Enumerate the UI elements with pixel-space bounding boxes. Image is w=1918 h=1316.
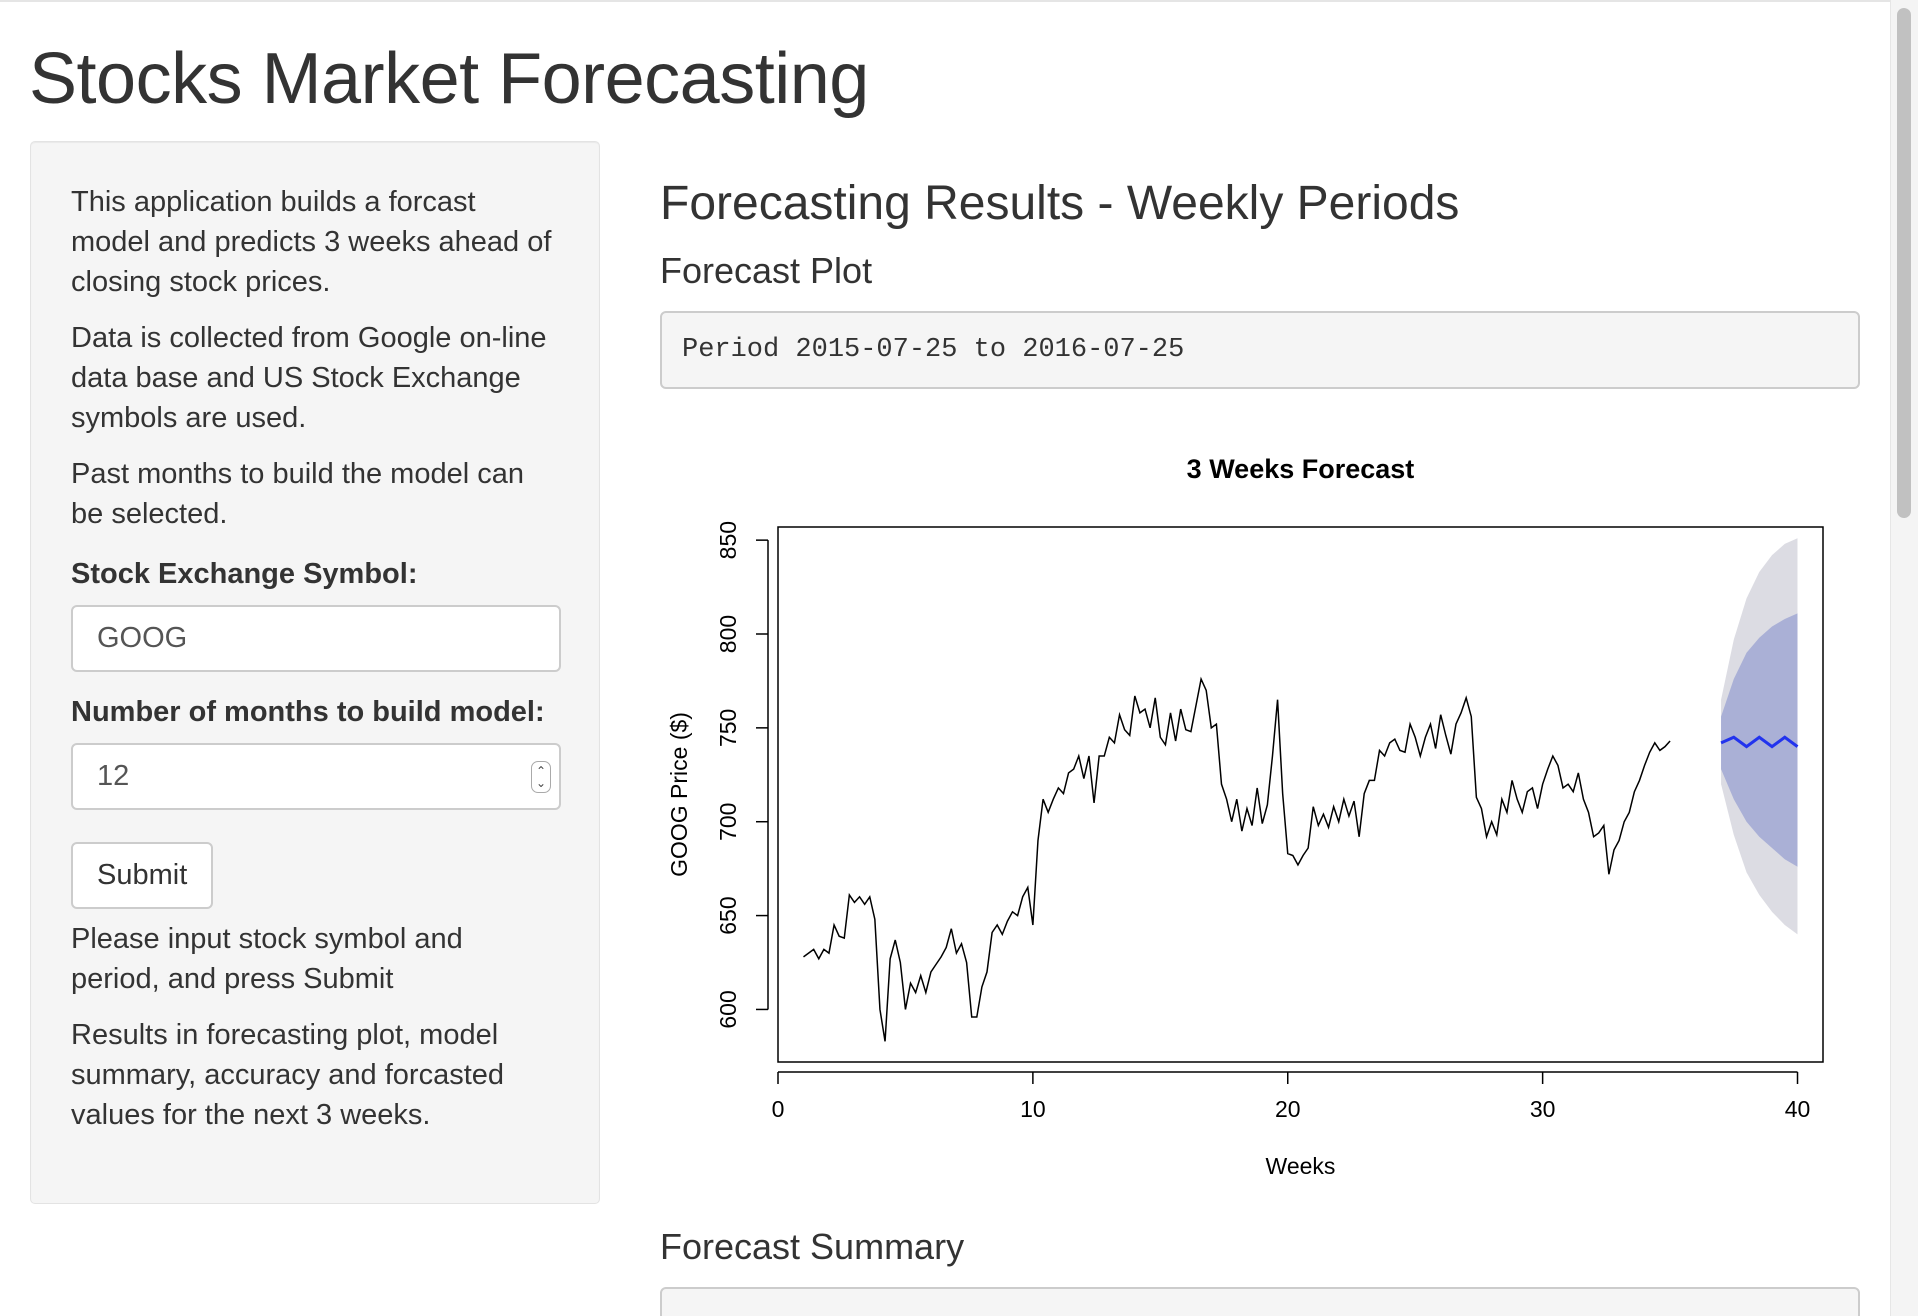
chart-title: 3 Weeks Forecast [1187, 454, 1415, 484]
results-description: Results in forecasting plot, model summa… [71, 1019, 505, 1131]
sidebar-panel: This application builds a forcast model … [30, 141, 600, 1204]
x-tick-label: 30 [1530, 1096, 1556, 1122]
y-tick-label: 650 [715, 896, 741, 934]
y-tick-label: 850 [715, 521, 741, 559]
months-stepper: ⌃ ⌄ [71, 743, 561, 810]
y-axis-title: GOOG Price ($) [666, 712, 692, 877]
top-divider [0, 0, 1918, 2]
page-title: Stocks Market Forecasting [29, 39, 869, 119]
interval-80-band [1721, 613, 1798, 867]
x-tick-label: 0 [772, 1096, 785, 1122]
plot-heading: Forecast Plot [660, 250, 873, 291]
y-tick-label: 600 [715, 990, 741, 1028]
scroll-thumb[interactable] [1897, 8, 1911, 518]
x-tick-label: 20 [1275, 1096, 1301, 1122]
x-tick-label: 10 [1020, 1096, 1046, 1122]
months-label: Number of months to build model: [71, 696, 545, 728]
x-tick-label: 40 [1785, 1096, 1811, 1122]
status-text: Please input stock symbol and period, an… [71, 923, 463, 995]
plot-frame [777, 526, 1824, 1063]
summary-heading: Forecast Summary [660, 1226, 965, 1267]
forecast-chart: 3 Weeks Forecast 0 10 20 30 40 Weeks 600 650 700 7… [666, 454, 1824, 1179]
intro-paragraph: This application builds a forcast model … [71, 186, 552, 298]
symbol-label: Stock Exchange Symbol: [71, 558, 418, 590]
months-info-paragraph: Past months to build the model can be se… [71, 458, 524, 530]
chevron-up-icon[interactable]: ⌃ [535, 764, 547, 778]
months-input[interactable] [71, 743, 561, 810]
period-output: Period 2015-07-25 to 2016-07-25 [660, 311, 1860, 389]
summary-output [660, 1287, 1860, 1316]
chevron-down-icon[interactable]: ⌄ [535, 776, 547, 790]
y-tick-label: 750 [715, 709, 741, 747]
submit-button[interactable]: Submit [71, 842, 214, 909]
x-axis-title: Weeks [1266, 1153, 1336, 1179]
symbol-input[interactable] [71, 605, 561, 672]
results-title: Forecasting Results - Weekly Periods [660, 177, 1460, 230]
forecast-line [1720, 735, 1799, 749]
data-source-paragraph: Data is collected from Google on-line da… [71, 322, 547, 434]
y-tick-label: 800 [715, 615, 741, 653]
vertical-scrollbar[interactable] [1890, 0, 1918, 1316]
stepper-arrows-icon[interactable]: ⌃ ⌄ [531, 761, 551, 793]
y-tick-label: 700 [715, 803, 741, 841]
history-line [803, 676, 1671, 1042]
